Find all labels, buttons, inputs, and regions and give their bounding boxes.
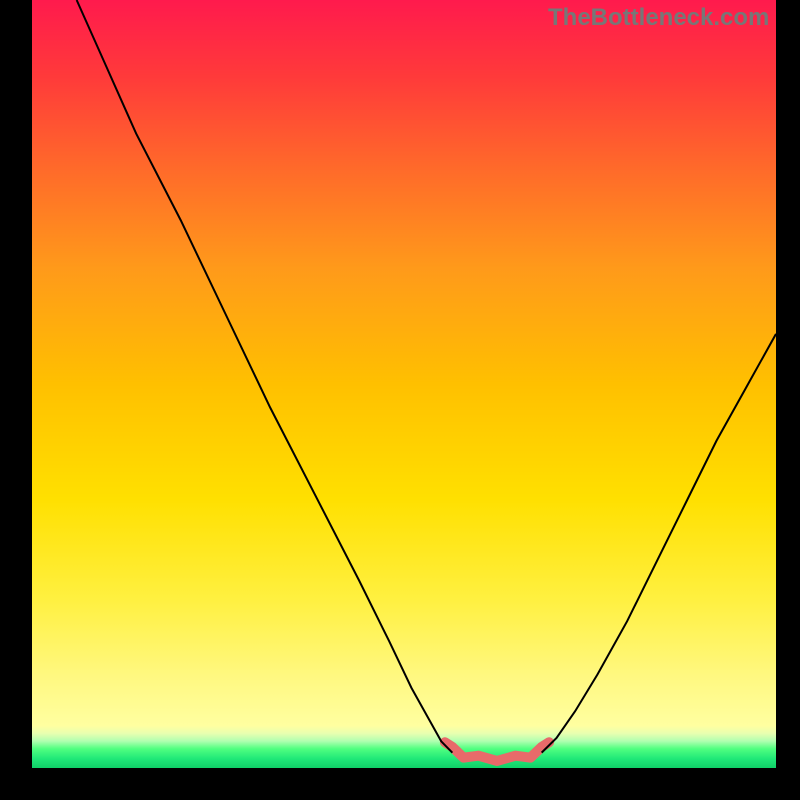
bottleneck-chart bbox=[32, 0, 776, 768]
chart-container: TheBottleneck.com bbox=[0, 0, 800, 800]
watermark-text: TheBottleneck.com bbox=[548, 4, 769, 32]
border-bottom bbox=[0, 768, 800, 800]
chart-background bbox=[32, 0, 776, 768]
border-left bbox=[0, 0, 32, 800]
border-right bbox=[776, 0, 800, 800]
